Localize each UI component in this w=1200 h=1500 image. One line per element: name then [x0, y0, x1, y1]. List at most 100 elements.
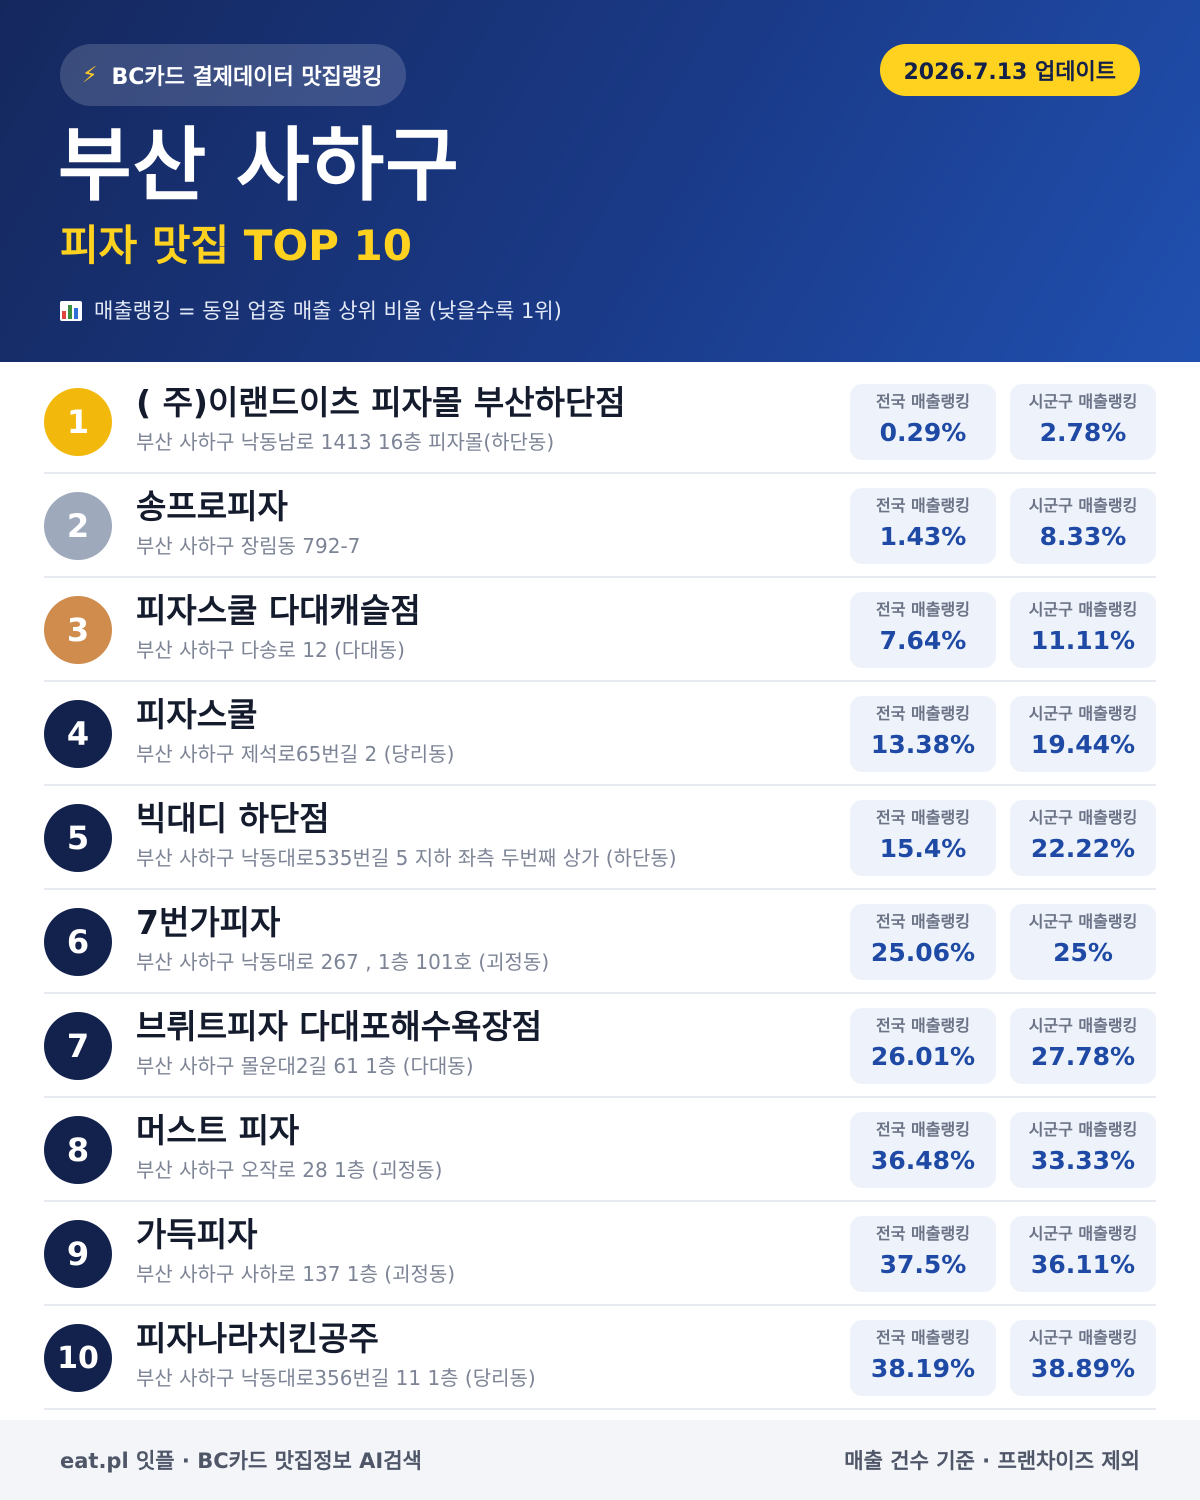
restaurant-name: 빅대디 하단점 — [136, 799, 330, 838]
local-rank-label: 시군구 매출랭킹 — [1028, 1016, 1138, 1035]
local-rank-card: 시군구 매출랭킹 27.78% — [1010, 1008, 1156, 1084]
rank-badge: 7 — [44, 1012, 112, 1080]
local-rank-value: 38.89% — [1030, 1354, 1136, 1383]
local-rank-value: 33.33% — [1030, 1146, 1136, 1175]
rank-badge: 4 — [44, 700, 112, 768]
local-rank-value: 27.78% — [1030, 1042, 1136, 1071]
list-item[interactable]: 10 피자나라치킨공주 부산 사하구 낙동대로356번길 11 1층 (당리동)… — [44, 1306, 1156, 1410]
local-rank-label: 시군구 매출랭킹 — [1028, 1120, 1138, 1139]
rank-badge: 9 — [44, 1220, 112, 1288]
national-rank-card: 전국 매출랭킹 26.01% — [850, 1008, 996, 1084]
local-rank-value: 36.11% — [1030, 1250, 1136, 1279]
national-rank-value: 0.29% — [879, 418, 967, 447]
national-rank-card: 전국 매출랭킹 37.5% — [850, 1216, 996, 1292]
national-rank-label: 전국 매출랭킹 — [876, 808, 970, 827]
restaurant-name: 브뤼트피자 다대포해수욕장점 — [136, 1007, 543, 1046]
update-date-badge: 2026.7.13 업데이트 — [879, 44, 1140, 96]
local-rank-label: 시군구 매출랭킹 — [1028, 496, 1138, 515]
restaurant-name: ( 주)이랜드이츠 피자몰 부산하단점 — [136, 383, 626, 422]
rank-badge: 10 — [44, 1324, 112, 1392]
national-rank-label: 전국 매출랭킹 — [876, 600, 970, 619]
restaurant-address: 부산 사하구 다송로 12 (다대동) — [136, 638, 405, 662]
national-rank-label: 전국 매출랭킹 — [876, 1224, 970, 1243]
rank-badge: 1 — [44, 388, 112, 456]
national-rank-card: 전국 매출랭킹 36.48% — [850, 1112, 996, 1188]
restaurant-address: 부산 사하구 사하로 137 1층 (괴정동) — [136, 1262, 456, 1286]
local-rank-card: 시군구 매출랭킹 33.33% — [1010, 1112, 1156, 1188]
national-rank-value: 38.19% — [870, 1354, 976, 1383]
national-rank-value: 15.4% — [879, 834, 967, 863]
national-rank-card: 전국 매출랭킹 13.38% — [850, 696, 996, 772]
national-rank-label: 전국 매출랭킹 — [876, 1328, 970, 1347]
national-rank-label: 전국 매출랭킹 — [876, 392, 970, 411]
restaurant-name: 피자스쿨 다대캐슬점 — [136, 591, 421, 630]
national-rank-card: 전국 매출랭킹 7.64% — [850, 592, 996, 668]
national-rank-label: 전국 매출랭킹 — [876, 1016, 970, 1035]
local-rank-value: 19.44% — [1030, 730, 1136, 759]
national-rank-card: 전국 매출랭킹 1.43% — [850, 488, 996, 564]
national-rank-card: 전국 매출랭킹 15.4% — [850, 800, 996, 876]
list-item[interactable]: 7 브뤼트피자 다대포해수욕장점 부산 사하구 몰운대2길 61 1층 (다대동… — [44, 994, 1156, 1098]
local-rank-label: 시군구 매출랭킹 — [1028, 808, 1138, 827]
national-rank-card: 전국 매출랭킹 38.19% — [850, 1320, 996, 1396]
restaurant-address: 부산 사하구 제석로65번길 2 (당리동) — [136, 742, 455, 766]
list-item[interactable]: 5 빅대디 하단점 부산 사하구 낙동대로535번길 5 지하 좌측 두번째 상… — [44, 786, 1156, 890]
local-rank-label: 시군구 매출랭킹 — [1028, 704, 1138, 723]
restaurant-name: 송프로피자 — [136, 487, 288, 526]
local-rank-card: 시군구 매출랭킹 11.11% — [1010, 592, 1156, 668]
rank-badge: 2 — [44, 492, 112, 560]
footer: eat.pl 잇플 · BC카드 맛집정보 AI검색 매출 건수 기준 · 프랜… — [0, 1420, 1200, 1500]
local-rank-value: 22.22% — [1030, 834, 1136, 863]
restaurant-list: 1 ( 주)이랜드이츠 피자몰 부산하단점 부산 사하구 낙동남로 1413 1… — [44, 370, 1156, 1410]
national-rank-value: 1.43% — [879, 522, 967, 551]
list-item[interactable]: 1 ( 주)이랜드이츠 피자몰 부산하단점 부산 사하구 낙동남로 1413 1… — [44, 370, 1156, 474]
ranking-note: 매출랭킹 = 동일 업종 매출 상위 비율 (낮을수록 1위) — [60, 296, 562, 326]
national-rank-value: 25.06% — [870, 938, 976, 967]
restaurant-address: 부산 사하구 낙동대로 267 , 1층 101호 (괴정동) — [136, 950, 550, 974]
local-rank-value: 25% — [1053, 938, 1113, 967]
restaurant-address: 부산 사하구 낙동대로356번길 11 1층 (당리동) — [136, 1366, 536, 1390]
list-item[interactable]: 3 피자스쿨 다대캐슬점 부산 사하구 다송로 12 (다대동) 전국 매출랭킹… — [44, 578, 1156, 682]
restaurant-name: 피자스쿨 — [136, 695, 258, 734]
restaurant-address: 부산 사하구 오작로 28 1층 (괴정동) — [136, 1158, 443, 1182]
local-rank-label: 시군구 매출랭킹 — [1028, 600, 1138, 619]
restaurant-name: 가득피자 — [136, 1215, 258, 1254]
ranking-note-text: 매출랭킹 = 동일 업종 매출 상위 비율 (낮을수록 1위) — [94, 299, 562, 323]
category-subtitle: 피자 맛집 TOP 10 — [60, 221, 413, 270]
national-rank-value: 26.01% — [870, 1042, 976, 1071]
local-rank-card: 시군구 매출랭킹 25% — [1010, 904, 1156, 980]
restaurant-address: 부산 사하구 낙동남로 1413 16층 피자몰(하단동) — [136, 430, 555, 454]
local-rank-label: 시군구 매출랭킹 — [1028, 1328, 1138, 1347]
restaurant-name: 피자나라치킨공주 — [136, 1319, 379, 1358]
region-title: 부산 사하구 — [58, 119, 460, 212]
national-rank-label: 전국 매출랭킹 — [876, 704, 970, 723]
list-item[interactable]: 8 머스트 피자 부산 사하구 오작로 28 1층 (괴정동) 전국 매출랭킹 … — [44, 1098, 1156, 1202]
national-rank-value: 36.48% — [870, 1146, 976, 1175]
restaurant-address: 부산 사하구 낙동대로535번길 5 지하 좌측 두번째 상가 (하단동) — [136, 846, 677, 870]
national-rank-label: 전국 매출랭킹 — [876, 496, 970, 515]
national-rank-label: 전국 매출랭킹 — [876, 1120, 970, 1139]
list-item[interactable]: 2 송프로피자 부산 사하구 장림동 792-7 전국 매출랭킹 1.43% 시… — [44, 474, 1156, 578]
national-rank-value: 13.38% — [870, 730, 976, 759]
restaurant-name: 머스트 피자 — [136, 1111, 300, 1150]
local-rank-card: 시군구 매출랭킹 8.33% — [1010, 488, 1156, 564]
restaurant-name: 7번가피자 — [136, 903, 281, 942]
national-rank-card: 전국 매출랭킹 25.06% — [850, 904, 996, 980]
list-item[interactable]: 6 7번가피자 부산 사하구 낙동대로 267 , 1층 101호 (괴정동) … — [44, 890, 1156, 994]
local-rank-card: 시군구 매출랭킹 36.11% — [1010, 1216, 1156, 1292]
rank-badge: 5 — [44, 804, 112, 872]
list-item[interactable]: 9 가득피자 부산 사하구 사하로 137 1층 (괴정동) 전국 매출랭킹 3… — [44, 1202, 1156, 1306]
local-rank-card: 시군구 매출랭킹 22.22% — [1010, 800, 1156, 876]
lightning-bolt-icon: ⚡ — [82, 62, 98, 88]
bar-chart-icon — [60, 301, 82, 321]
rank-badge: 8 — [44, 1116, 112, 1184]
restaurant-address: 부산 사하구 몰운대2길 61 1층 (다대동) — [136, 1054, 474, 1078]
footer-source: eat.pl 잇플 · BC카드 맛집정보 AI검색 — [60, 1449, 422, 1473]
list-item[interactable]: 4 피자스쿨 부산 사하구 제석로65번길 2 (당리동) 전국 매출랭킹 13… — [44, 682, 1156, 786]
local-rank-card: 시군구 매출랭킹 19.44% — [1010, 696, 1156, 772]
source-label: BC카드 결제데이터 맛집랭킹 — [111, 65, 383, 90]
local-rank-label: 시군구 매출랭킹 — [1028, 1224, 1138, 1243]
local-rank-value: 8.33% — [1039, 522, 1127, 551]
local-rank-label: 시군구 매출랭킹 — [1028, 912, 1138, 931]
national-rank-card: 전국 매출랭킹 0.29% — [850, 384, 996, 460]
